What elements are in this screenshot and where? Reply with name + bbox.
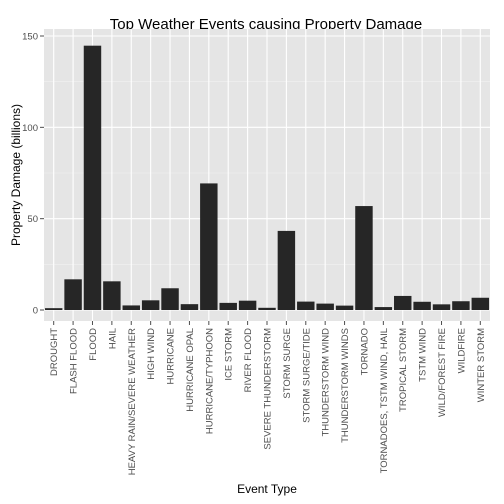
- bar: [83, 45, 102, 310]
- x-tick-label: TORNADO: [359, 328, 370, 375]
- x-tick-label: RIVER FLOOD: [243, 328, 254, 393]
- bar: [374, 307, 393, 310]
- y-tick-label: 100: [22, 123, 38, 134]
- x-tick-label: HURRICANE/TYPHOON: [204, 328, 215, 434]
- bar: [180, 304, 199, 310]
- y-tick-label: 0: [33, 306, 38, 317]
- y-tick-label: 50: [27, 214, 38, 225]
- x-tick-label: FLASH FLOOD: [69, 328, 80, 394]
- x-tick-label: HEAVY RAIN/SEVERE WEATHER: [127, 328, 138, 475]
- bar: [122, 305, 140, 310]
- x-tick-label: HIGH WIND: [146, 328, 157, 380]
- x-tick-label: THUNDERSTORM WIND: [321, 328, 332, 437]
- x-tick-label: DROUGHT: [49, 328, 60, 376]
- bar: [316, 303, 334, 310]
- x-axis: DROUGHT FLASH FLOOD FLOOD HAIL HEAVY RAIN/SE…: [49, 321, 487, 475]
- x-tick-label: FLOOD: [88, 328, 99, 361]
- bar: [413, 301, 431, 310]
- bar: [394, 295, 412, 310]
- chart-title: Top Weather Events causing Property Dama…: [110, 16, 422, 33]
- bar: [103, 281, 121, 310]
- bar: [297, 301, 315, 310]
- bar: [44, 308, 63, 310]
- x-tick-label: STORM SURGE: [282, 328, 293, 399]
- y-axis-title: Property Damage (billions): [9, 104, 23, 246]
- x-tick-label: TROPICAL STORM: [398, 328, 409, 412]
- y-axis: 0 50 100 150: [22, 32, 44, 317]
- x-tick-label: TORNADOES, TSTM WIND, HAIL: [379, 328, 390, 473]
- x-tick-label: WILD/FOREST FIRE: [437, 328, 448, 417]
- bar: [141, 300, 160, 310]
- x-tick-label: ICE STORM: [224, 328, 235, 381]
- x-tick-label: HURRICANE: [166, 328, 177, 384]
- bar: [335, 305, 354, 310]
- x-tick-label: HAIL: [107, 328, 118, 349]
- bar: [258, 307, 276, 310]
- bar: [200, 183, 218, 310]
- x-axis-title: Event Type: [237, 482, 297, 496]
- bar: [161, 288, 179, 310]
- x-tick-label: HURRICANE OPAL: [185, 328, 196, 412]
- bar: [355, 206, 373, 310]
- bar: [277, 230, 296, 310]
- x-tick-label: TSTM WIND: [418, 328, 429, 382]
- bar: [64, 279, 82, 310]
- bars: [44, 45, 490, 310]
- x-tick-label: WILDFIRE: [456, 328, 467, 373]
- x-tick-label: STORM SURGE/TIDE: [301, 328, 312, 423]
- x-tick-label: THUNDERSTORM WINDS: [340, 328, 351, 443]
- bar: [452, 301, 470, 310]
- bar: [238, 300, 257, 310]
- y-tick-label: 150: [22, 32, 38, 43]
- x-tick-label: SEVERE THUNDERSTORM: [263, 328, 274, 450]
- bar: [219, 302, 237, 310]
- bar: [471, 297, 490, 310]
- bar: [432, 304, 451, 310]
- x-tick-label: WINTER STORM: [476, 328, 487, 402]
